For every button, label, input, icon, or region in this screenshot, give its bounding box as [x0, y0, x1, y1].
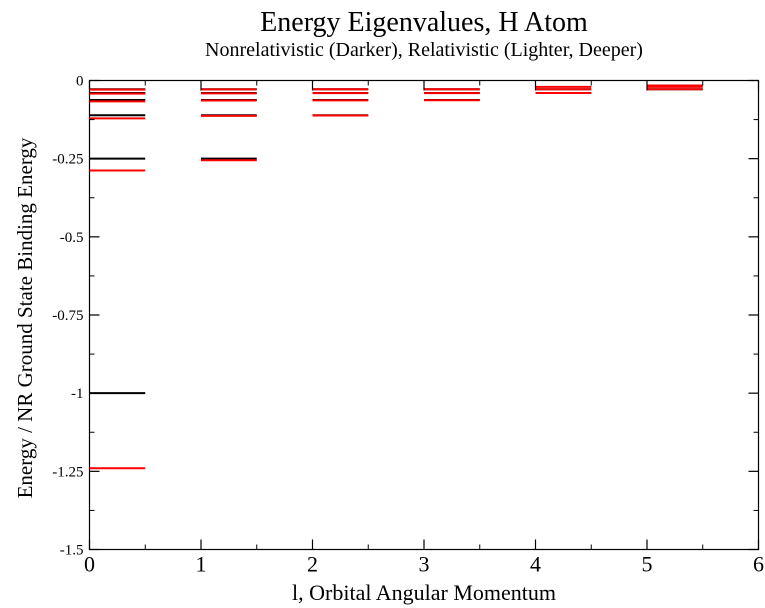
- y-tick-label: -0.75: [52, 308, 83, 324]
- x-tick-label: 5: [642, 552, 653, 577]
- x-axis-label: l, Orbital Angular Momentum: [292, 580, 556, 605]
- axes-ticks: 0 1 2 3 4 5 6 -1.5 -1.25 -1 -0.75 -0.5 -0.25 0: [52, 74, 764, 577]
- x-tick-label: 1: [196, 552, 207, 577]
- plot-area: [88, 79, 760, 551]
- y-tick-label: -1: [71, 386, 84, 402]
- chart-title: Energy Eigenvalues, H Atom: [260, 7, 588, 38]
- chart-subtitle: Nonrelativistic (Darker), Relativistic (…: [205, 39, 643, 61]
- y-tick-label: -1.5: [60, 543, 84, 559]
- x-tick-label: 0: [84, 552, 95, 577]
- y-tick-label: -0.5: [60, 230, 84, 246]
- x-tick-label: 3: [419, 552, 430, 577]
- x-tick-label: 2: [307, 552, 318, 577]
- energy-levels: [89, 84, 703, 470]
- y-tick-label: 0: [76, 74, 84, 90]
- y-tick-label: -1.25: [52, 464, 83, 480]
- x-tick-label: 4: [530, 552, 541, 577]
- y-tick-label: -0.25: [52, 152, 83, 168]
- x-tick-label: 6: [753, 552, 764, 577]
- y-axis-label: Energy / NR Ground State Binding Energy: [13, 137, 37, 498]
